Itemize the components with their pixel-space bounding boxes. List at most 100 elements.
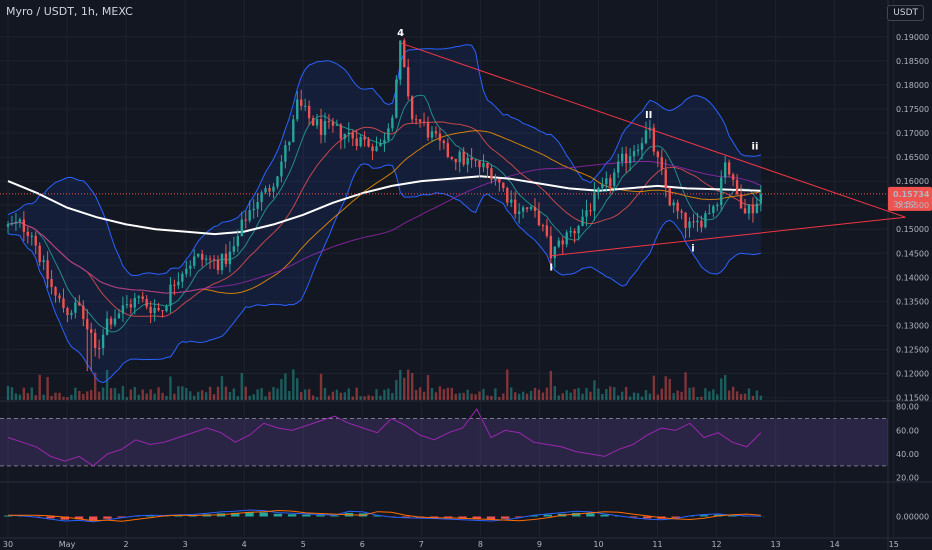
rsi-pane: 80.00 60.00 40.00 20.00 bbox=[0, 403, 919, 483]
candle-body bbox=[466, 157, 469, 165]
currency-button[interactable]: USDT bbox=[887, 5, 924, 21]
candle-body bbox=[688, 221, 691, 228]
candle-body bbox=[292, 119, 295, 143]
candle-body bbox=[482, 162, 485, 168]
price-tick-label: 0.18500 bbox=[896, 57, 929, 66]
volume-bar bbox=[640, 396, 644, 400]
rsi-line bbox=[7, 408, 762, 467]
candle-body bbox=[300, 99, 303, 107]
candle-body bbox=[751, 204, 755, 214]
volume-bar bbox=[58, 392, 61, 400]
candle-body bbox=[537, 210, 541, 226]
current-price: 0.15734 bbox=[893, 190, 930, 199]
volume-bar bbox=[672, 393, 675, 400]
volume-bar bbox=[101, 387, 105, 400]
signal-line bbox=[8, 509, 761, 522]
candle-body bbox=[343, 134, 346, 139]
candle-body bbox=[197, 253, 200, 257]
volume-bar bbox=[113, 388, 117, 400]
volume-bar bbox=[193, 395, 196, 400]
candle-body bbox=[593, 192, 596, 211]
candle-body bbox=[319, 119, 323, 135]
time-tick-label: 13 bbox=[771, 540, 781, 549]
macd-hist-bar bbox=[259, 512, 268, 517]
candle-body bbox=[573, 231, 576, 234]
volume-bar bbox=[502, 393, 505, 400]
candle-body bbox=[137, 296, 140, 298]
candle-body bbox=[660, 157, 663, 170]
volume-bar bbox=[169, 376, 172, 400]
volume-bar bbox=[363, 396, 366, 400]
volume-bar bbox=[165, 395, 168, 400]
candle-body bbox=[74, 302, 77, 313]
candle-body bbox=[109, 318, 113, 325]
volume-bar bbox=[410, 373, 414, 400]
candle-body bbox=[10, 223, 14, 225]
volume-bar bbox=[42, 394, 45, 400]
chart-title[interactable]: Myro / USDT, 1h, MEXC bbox=[6, 5, 133, 18]
candle-body bbox=[125, 304, 129, 306]
rsi-tick-label: 40.00 bbox=[896, 450, 919, 459]
volume-bar bbox=[399, 369, 402, 400]
volume-bar bbox=[248, 395, 251, 400]
volume-bar bbox=[264, 396, 267, 400]
candle-body bbox=[712, 206, 715, 213]
candle-body bbox=[636, 149, 640, 152]
volume-bar bbox=[462, 392, 465, 400]
time-tick-label: 7 bbox=[419, 540, 424, 549]
volume-bar bbox=[6, 386, 10, 400]
candle-body bbox=[169, 284, 172, 306]
candle-body bbox=[177, 281, 180, 286]
candle-body bbox=[86, 319, 89, 330]
volume-bar bbox=[145, 393, 148, 400]
volume-bar bbox=[525, 393, 529, 400]
ma-90 bbox=[7, 160, 762, 294]
volume-bar bbox=[391, 392, 394, 400]
volume-bar bbox=[197, 391, 200, 400]
volume-bar bbox=[208, 386, 212, 400]
volume-bar bbox=[597, 388, 600, 400]
price-tick-label: 0.16000 bbox=[896, 177, 929, 186]
candle-body bbox=[141, 296, 144, 299]
candle-body bbox=[609, 178, 612, 187]
candle-body bbox=[727, 162, 731, 175]
macd-hist-bar bbox=[373, 515, 382, 517]
candle-body bbox=[363, 137, 366, 140]
volume-bar bbox=[712, 389, 715, 400]
volume-bar bbox=[200, 390, 204, 400]
macd-hist-bar bbox=[529, 515, 538, 517]
price-axis[interactable]: 0.19000 0.18500 0.18000 0.17500 0.17000 0.165… bbox=[896, 33, 929, 403]
time-axis[interactable]: 30 May 2 3 4 5 6 7 8 9 10 11 12 13 14 15 bbox=[3, 540, 899, 549]
candle-body bbox=[97, 347, 101, 349]
volume-bar bbox=[478, 391, 481, 400]
volume-bar bbox=[422, 391, 426, 400]
candle-body bbox=[716, 204, 719, 207]
macd-hist-bar bbox=[117, 516, 126, 518]
volume-bar bbox=[367, 395, 370, 400]
wave-label: I bbox=[549, 263, 553, 274]
volume-bar bbox=[486, 395, 489, 400]
volume-bar bbox=[78, 390, 81, 400]
candle-body bbox=[525, 207, 529, 209]
price-tick-label: 0.15000 bbox=[896, 225, 929, 234]
macd-hist-bar bbox=[174, 515, 183, 517]
volume-bar bbox=[70, 394, 73, 400]
volume-bar bbox=[407, 369, 410, 400]
candle-body bbox=[414, 119, 418, 121]
candle-body bbox=[442, 140, 446, 144]
candle-body bbox=[355, 138, 358, 146]
candle-body bbox=[438, 133, 442, 141]
candle-body bbox=[288, 142, 291, 146]
volume-bar bbox=[490, 395, 493, 400]
candle-body bbox=[216, 259, 220, 271]
volume-bar bbox=[668, 378, 671, 400]
triangle-trendlines[interactable] bbox=[400, 42, 906, 257]
volume-bar bbox=[18, 394, 22, 400]
price-tick-label: 0.12500 bbox=[896, 345, 929, 354]
candle-body bbox=[458, 151, 461, 163]
candle-body bbox=[387, 128, 390, 140]
candle-body bbox=[18, 219, 22, 222]
